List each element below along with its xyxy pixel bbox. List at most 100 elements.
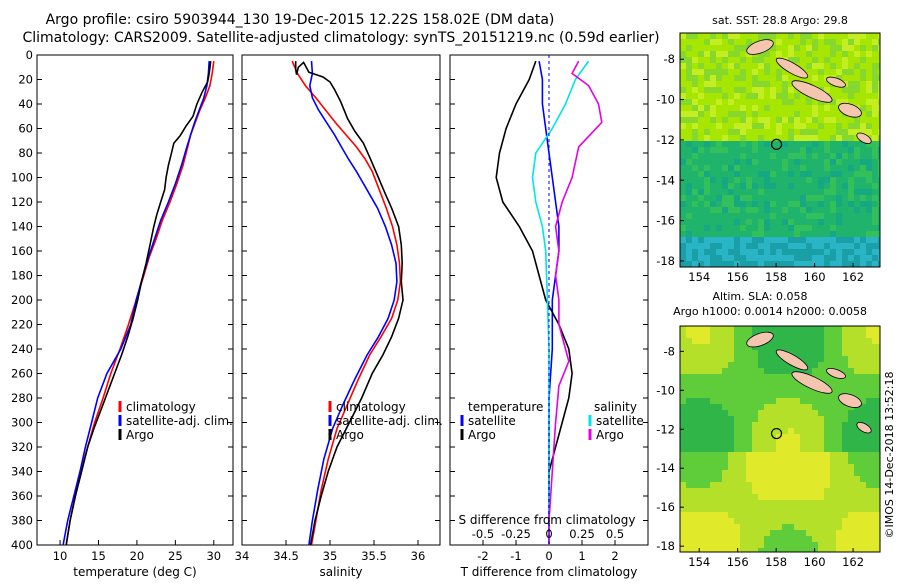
map-cell [680,362,686,368]
map-cell [728,147,734,153]
map-cell [818,452,824,458]
map-cell [830,422,836,428]
map-cell [836,512,842,518]
map-cell [770,255,776,261]
map-cell [776,81,782,87]
map-cell [686,548,692,552]
map-cell [728,237,734,243]
map-cell [848,261,854,267]
map-cell [686,249,692,255]
map-cell [782,141,788,147]
map-cell [878,350,880,356]
map-cell [830,57,836,63]
map-cell [752,183,758,189]
map-cell [848,57,854,63]
map-cell [680,488,686,494]
map-cell [836,422,842,428]
map-cell [704,195,710,201]
map-cell [860,386,866,392]
map-cell [764,482,770,488]
map-cell [770,93,776,99]
map-cell [854,512,860,518]
map-cell [812,458,818,464]
map-cell [872,105,878,111]
map-cell [854,488,860,494]
map-cell [800,207,806,213]
map-cell [776,123,782,129]
map-cell [692,45,698,51]
map-cell [746,57,752,63]
map-cell [764,374,770,380]
map-cell [860,141,866,147]
map-cell [758,261,764,267]
map-cell [758,470,764,476]
map-cell [758,536,764,542]
map-cell [710,183,716,189]
map-cell [866,458,872,464]
map-cell [854,141,860,147]
map-cell [776,404,782,410]
map-cell [872,410,878,416]
map-cell [854,518,860,524]
map-cell [716,530,722,536]
map-cell [788,410,794,416]
map-cell [794,123,800,129]
map-cell [830,63,836,69]
map-cell [692,452,698,458]
map-cell [878,171,880,177]
legend-label: Argo [126,428,154,442]
map-cell [872,231,878,237]
map-cell [800,548,806,552]
ytick-label: 0 [26,48,33,62]
map-cell [800,542,806,548]
map-cell [770,404,776,410]
map-cell [800,147,806,153]
map-cell [746,446,752,452]
map-cell [836,458,842,464]
map-cell [680,524,686,530]
ytick-label: 220 [11,318,33,332]
map-cell [824,255,830,261]
map-cell [728,123,734,129]
map-cell [698,548,704,552]
map-cell [776,231,782,237]
map-cell [794,255,800,261]
map-cell [680,237,686,243]
map-cell [794,225,800,231]
map-cell [722,57,728,63]
map-cell [734,470,740,476]
map-cell [686,398,692,404]
map-cell [824,183,830,189]
map-cell [836,189,842,195]
map-cell [812,404,818,410]
map-cell [746,201,752,207]
map-cell [728,530,734,536]
map-cell [752,159,758,165]
map-xtick-label: 156 [727,555,749,569]
map-cell [872,39,878,45]
map-cell [824,344,830,350]
map-cell [704,99,710,105]
map-cell [728,195,734,201]
map-cell [722,153,728,159]
map-cell [752,39,758,45]
map-cell [680,428,686,434]
top-tick-label: -0.25 [501,527,531,541]
map-cell [776,141,782,147]
map-cell [830,87,836,93]
map-cell [812,470,818,476]
map-cell [734,195,740,201]
map-cell [746,464,752,470]
map-cell [812,237,818,243]
map-cell [686,476,692,482]
map-cell [752,386,758,392]
map-cell [854,171,860,177]
map-cell [800,458,806,464]
map-cell [806,129,812,135]
map-cell [866,231,872,237]
map-cell [812,225,818,231]
map-cell [770,428,776,434]
map-cell [770,99,776,105]
map-cell [836,380,842,386]
map-cell [848,374,854,380]
